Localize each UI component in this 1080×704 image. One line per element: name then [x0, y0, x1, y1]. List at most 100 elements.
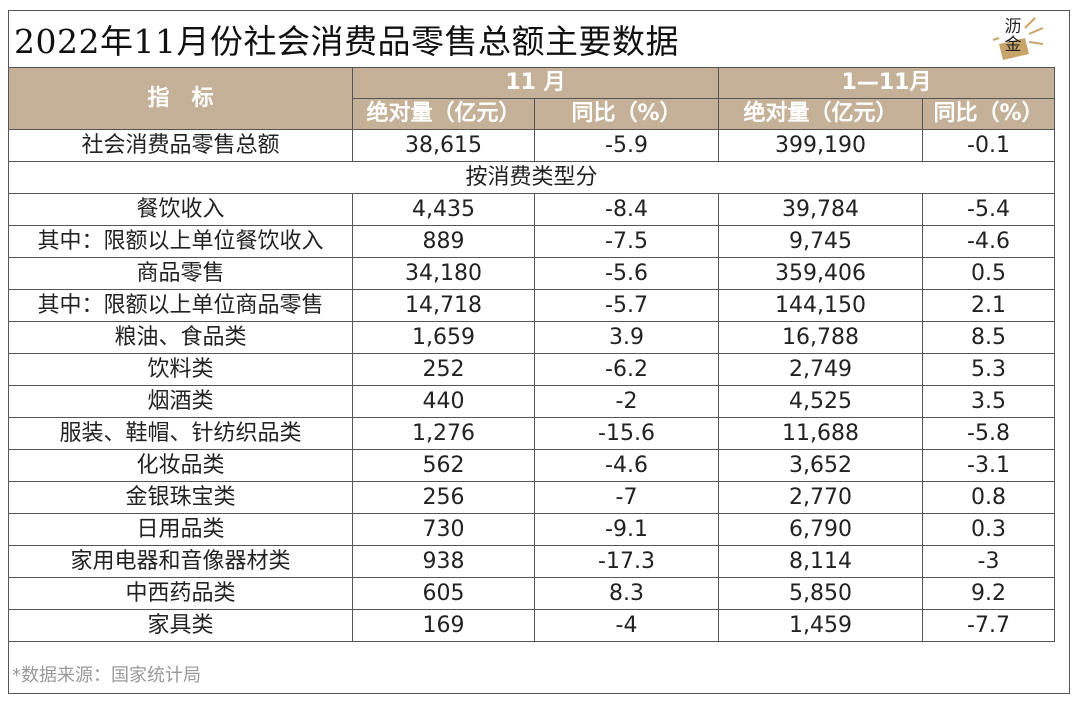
- section-row: 按消费类型分: [8, 161, 1055, 194]
- logo-sunburst-icon: [992, 17, 1044, 60]
- ytd-yoy: 3.5: [922, 385, 1055, 418]
- ytd-yoy: 9.2: [922, 577, 1055, 610]
- header-period-month: 11 月: [352, 67, 719, 99]
- row-name: 商品零售: [8, 257, 353, 290]
- header-ytd-yoy: 同比（%）: [922, 98, 1055, 130]
- month-amount: 14,718: [352, 289, 535, 322]
- month-yoy: -15.6: [534, 417, 719, 450]
- month-yoy: -2: [534, 385, 719, 418]
- month-yoy: -7: [534, 481, 719, 514]
- ytd-yoy: -4.6: [922, 225, 1055, 258]
- ytd-amount: 39,784: [718, 193, 923, 226]
- header-row-top: 指 标 11 月 1—11月: [8, 67, 1055, 130]
- data-source-note: *数据来源：国家统计局: [12, 665, 201, 686]
- month-amount: 34,180: [352, 257, 535, 290]
- ytd-yoy: 0.3: [922, 513, 1055, 546]
- table-row: 商品零售 34,180 -5.6 359,406 0.5: [8, 257, 1055, 290]
- table-row: 服装、鞋帽、针纺织品类 1,276 -15.6 11,688 -5.8: [8, 417, 1055, 450]
- row-name: 粮油、食品类: [8, 321, 353, 354]
- month-amount: 730: [352, 513, 535, 546]
- month-yoy: -4.6: [534, 449, 719, 482]
- month-yoy: -4: [534, 609, 719, 642]
- ytd-amount: 8,114: [718, 545, 923, 578]
- month-yoy: -7.5: [534, 225, 719, 258]
- table-row: 家具类 169 -4 1,459 -7.7: [8, 609, 1055, 642]
- table-row: 金银珠宝类 256 -7 2,770 0.8: [8, 481, 1055, 514]
- month-yoy: -5.7: [534, 289, 719, 322]
- ytd-amount: 3,652: [718, 449, 923, 482]
- table-row: 粮油、食品类 1,659 3.9 16,788 8.5: [8, 321, 1055, 354]
- ytd-amount: 144,150: [718, 289, 923, 322]
- row-name: 中西药品类: [8, 577, 353, 610]
- row-name: 日用品类: [8, 513, 353, 546]
- month-amount: 938: [352, 545, 535, 578]
- ytd-yoy: 8.5: [922, 321, 1055, 354]
- ytd-yoy: -5.4: [922, 193, 1055, 226]
- ytd-yoy: -5.8: [922, 417, 1055, 450]
- retail-sales-table: 指 标 11 月 1—11月 绝对量（亿元） 同比（%） 绝对量（亿元） 同比（…: [8, 67, 1055, 642]
- ytd-amount: 2,770: [718, 481, 923, 514]
- table-row: 中西药品类 605 8.3 5,850 9.2: [8, 577, 1055, 610]
- table-row: 家用电器和音像器材类 938 -17.3 8,114 -3: [8, 545, 1055, 578]
- month-yoy: -8.4: [534, 193, 719, 226]
- header-ytd-amount: 绝对量（亿元）: [718, 98, 923, 130]
- month-amount: 562: [352, 449, 535, 482]
- month-amount: 1,276: [352, 417, 535, 450]
- section-label: 按消费类型分: [8, 161, 1055, 194]
- row-name: 社会消费品零售总额: [8, 129, 353, 162]
- header-row-sub: 绝对量（亿元） 同比（%） 绝对量（亿元） 同比（%）: [9, 98, 1055, 130]
- row-name: 餐饮收入: [8, 193, 353, 226]
- table-row: 烟酒类 440 -2 4,525 3.5: [8, 385, 1055, 418]
- table-row: 日用品类 730 -9.1 6,790 0.3: [8, 513, 1055, 546]
- ytd-amount: 9,745: [718, 225, 923, 258]
- row-name: 家具类: [8, 609, 353, 642]
- header-indicator: 指 标: [8, 67, 353, 130]
- ytd-yoy: -3.1: [922, 449, 1055, 482]
- ytd-amount: 2,749: [718, 353, 923, 386]
- month-yoy: 8.3: [534, 577, 719, 610]
- ytd-amount: 4,525: [718, 385, 923, 418]
- month-yoy: -5.6: [534, 257, 719, 290]
- logo-text-bottom: 金: [1004, 35, 1022, 55]
- page-title: 2022年11月份社会消费品零售总额主要数据: [14, 22, 679, 61]
- ytd-yoy: 2.1: [922, 289, 1055, 322]
- table-row-total: 社会消费品零售总额 38,615 -5.9 399,190 -0.1: [8, 129, 1055, 162]
- row-name: 其中：限额以上单位餐饮收入: [8, 225, 353, 258]
- row-name: 家用电器和音像器材类: [8, 545, 353, 578]
- row-name: 烟酒类: [8, 385, 353, 418]
- month-amount: 256: [352, 481, 535, 514]
- row-name: 服装、鞋帽、针纺织品类: [8, 417, 353, 450]
- month-yoy: -5.9: [534, 129, 719, 162]
- table-row: 餐饮收入 4,435 -8.4 39,784 -5.4: [8, 193, 1055, 226]
- ytd-amount: 11,688: [718, 417, 923, 450]
- ytd-yoy: -0.1: [922, 129, 1055, 162]
- month-amount: 252: [352, 353, 535, 386]
- logo-text: 沥 金: [1002, 18, 1024, 54]
- month-yoy: 3.9: [534, 321, 719, 354]
- month-amount: 605: [352, 577, 535, 610]
- ytd-yoy: -7.7: [922, 609, 1055, 642]
- month-yoy: -9.1: [534, 513, 719, 546]
- ytd-amount: 5,850: [718, 577, 923, 610]
- month-yoy: -6.2: [534, 353, 719, 386]
- header-month-amount: 绝对量（亿元）: [352, 98, 535, 130]
- logo-text-top: 沥: [1004, 17, 1022, 37]
- month-amount: 1,659: [352, 321, 535, 354]
- ytd-yoy: 5.3: [922, 353, 1055, 386]
- table-row: 其中：限额以上单位商品零售 14,718 -5.7 144,150 2.1: [8, 289, 1055, 322]
- month-amount: 38,615: [352, 129, 535, 162]
- ytd-amount: 1,459: [718, 609, 923, 642]
- ytd-yoy: -3: [922, 545, 1055, 578]
- month-amount: 889: [352, 225, 535, 258]
- table-row: 其中：限额以上单位餐饮收入 889 -7.5 9,745 -4.6: [8, 225, 1055, 258]
- ytd-amount: 399,190: [718, 129, 923, 162]
- brand-logo: 沥 金: [985, 14, 1047, 64]
- row-name: 化妆品类: [8, 449, 353, 482]
- month-amount: 4,435: [352, 193, 535, 226]
- row-name: 饮料类: [8, 353, 353, 386]
- month-amount: 440: [352, 385, 535, 418]
- header-month-yoy: 同比（%）: [534, 98, 719, 130]
- ytd-amount: 359,406: [718, 257, 923, 290]
- ytd-yoy: 0.5: [922, 257, 1055, 290]
- ytd-yoy: 0.8: [922, 481, 1055, 514]
